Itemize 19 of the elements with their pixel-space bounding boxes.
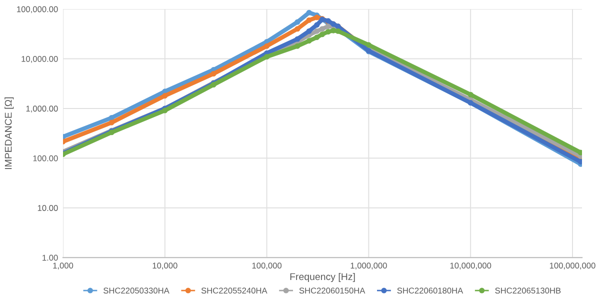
x-tick-label: 1,000,000 (350, 262, 387, 270)
x-tick-label: 100,000 (252, 262, 282, 270)
x-tick-label: 100,000,000 (550, 262, 596, 270)
y-tick-label: 10.00 (38, 205, 58, 211)
y-axis-title: IMPEDANCE [Ω] (4, 97, 14, 170)
legend-label: SHC22050330HA (104, 288, 170, 294)
legend-label: SHC22065130HB (495, 288, 561, 294)
y-tick-label: 100.00 (33, 155, 58, 162)
legend-label: SHC22060150HA (299, 288, 366, 294)
y-tick-label: 1.00 (42, 254, 58, 261)
y-tick-label: 100,000.00 (17, 6, 58, 14)
y-tick-label: 10,000.00 (22, 56, 58, 63)
legend-label: SHC22055240HA (201, 288, 268, 294)
y-tick-label: 1,000.00 (26, 106, 58, 113)
legend-label: SHC22060180HA (397, 288, 464, 294)
x-axis-title: Frequency [Hz] (290, 272, 355, 282)
x-tick-label: 10,000,000 (450, 262, 492, 270)
x-tick-label: 1,000 (53, 262, 74, 270)
x-tick-label: 10,000 (152, 262, 178, 270)
